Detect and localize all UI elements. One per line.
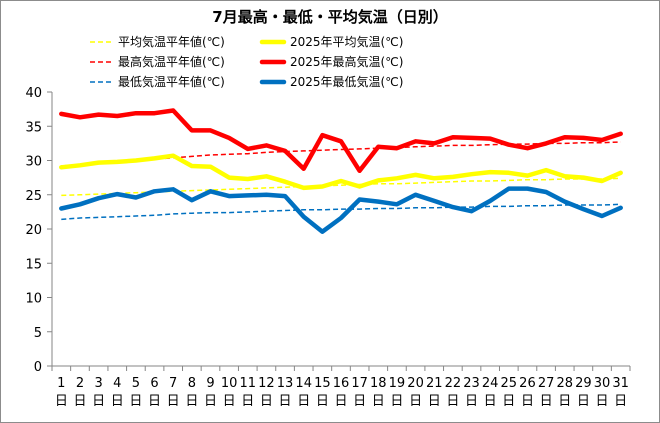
series-group xyxy=(59,108,623,234)
x-tick-unit: 日 xyxy=(55,394,68,409)
x-tick-label: 20 xyxy=(407,376,424,391)
x-tick-label: 9 xyxy=(206,376,214,391)
x-tick-label: 30 xyxy=(594,376,611,391)
legend-label-5: 最低気温平年値(℃) xyxy=(118,74,225,89)
x-tick-label: 1 xyxy=(57,376,65,391)
x-tick-unit: 日 xyxy=(353,394,366,409)
y-tick-label: 0 xyxy=(34,360,42,375)
x-tick-unit: 日 xyxy=(185,394,198,409)
y-tick-label: 15 xyxy=(25,257,42,272)
x-tick-label: 23 xyxy=(463,376,480,391)
legend-label-4: 2025年最高気温(℃) xyxy=(290,54,403,69)
x-tick-unit: 日 xyxy=(502,394,515,409)
y-tick-label: 10 xyxy=(25,292,42,307)
x-tick-unit: 日 xyxy=(279,394,292,409)
x-tick-unit: 日 xyxy=(540,394,553,409)
x-tick-label: 7 xyxy=(169,376,177,391)
x-tick-unit: 日 xyxy=(614,394,627,409)
x-tick-unit: 日 xyxy=(316,394,329,409)
x-tick-unit: 日 xyxy=(73,394,86,409)
legend-label-1: 平均気温平年値(℃) xyxy=(118,34,225,49)
series-line-6 xyxy=(59,186,623,234)
x-tick-label: 10 xyxy=(221,376,238,391)
x-tick-unit: 日 xyxy=(484,394,497,409)
x-tick-unit: 日 xyxy=(390,394,403,409)
x-tick-unit: 日 xyxy=(260,394,273,409)
y-tick-label: 20 xyxy=(25,223,42,238)
x-tick-unit: 日 xyxy=(204,394,217,409)
x-tick-label: 17 xyxy=(351,376,368,391)
x-tick-label: 26 xyxy=(519,376,536,391)
x-tick-unit: 日 xyxy=(558,394,571,409)
x-tick-label: 4 xyxy=(113,376,121,391)
x-tick-label: 11 xyxy=(240,376,257,391)
x-tick-label: 15 xyxy=(314,376,331,391)
x-tick-unit: 日 xyxy=(465,394,478,409)
y-tick-label: 40 xyxy=(25,86,42,101)
x-tick-label: 6 xyxy=(150,376,158,391)
series-line-2 xyxy=(59,153,623,191)
chart-title: 7月最高・最低・平均気温（日別） xyxy=(212,8,447,26)
x-tick-unit: 日 xyxy=(129,394,142,409)
x-tick-unit: 日 xyxy=(334,394,347,409)
x-tick-label: 3 xyxy=(94,376,102,391)
x-tick-unit: 日 xyxy=(111,394,124,409)
x-tick-unit: 日 xyxy=(428,394,441,409)
x-tick-label: 13 xyxy=(277,376,294,391)
axes: 05101520253035401日2日3日4日5日6日7日8日9日10日11日… xyxy=(25,86,631,409)
x-tick-unit: 日 xyxy=(521,394,534,409)
x-tick-label: 14 xyxy=(295,376,312,391)
x-tick-unit: 日 xyxy=(92,394,105,409)
x-tick-label: 21 xyxy=(426,376,443,391)
x-tick-unit: 日 xyxy=(297,394,310,409)
x-tick-unit: 日 xyxy=(148,394,161,409)
series-line-1 xyxy=(61,177,621,197)
x-tick-label: 16 xyxy=(333,376,350,391)
legend: 平均気温平年値(℃) 2025年平均気温(℃) 最高気温平年値(℃) 2025年最高気… xyxy=(90,34,403,89)
x-tick-label: 28 xyxy=(556,376,573,391)
x-tick-unit: 日 xyxy=(372,394,385,409)
legend-label-2: 2025年平均気温(℃) xyxy=(290,34,403,49)
x-tick-unit: 日 xyxy=(409,394,422,409)
x-tick-unit: 日 xyxy=(577,394,590,409)
x-tick-label: 25 xyxy=(501,376,518,391)
y-tick-label: 25 xyxy=(25,189,42,204)
x-tick-unit: 日 xyxy=(446,394,459,409)
x-tick-label: 27 xyxy=(538,376,555,391)
y-tick-label: 35 xyxy=(25,120,42,135)
series-line-5 xyxy=(61,203,621,221)
x-tick-label: 22 xyxy=(445,376,462,391)
x-tick-unit: 日 xyxy=(596,394,609,409)
x-tick-unit: 日 xyxy=(167,394,180,409)
y-tick-label: 5 xyxy=(34,326,42,341)
x-tick-label: 12 xyxy=(258,376,275,391)
x-tick-label: 5 xyxy=(132,376,140,391)
x-tick-unit: 日 xyxy=(241,394,254,409)
legend-label-6: 2025年最低気温(℃) xyxy=(290,74,403,89)
x-tick-unit: 日 xyxy=(223,394,236,409)
x-tick-label: 24 xyxy=(482,376,499,391)
x-tick-label: 19 xyxy=(389,376,406,391)
x-tick-label: 29 xyxy=(575,376,592,391)
x-tick-label: 31 xyxy=(612,376,629,391)
legend-label-3: 最高気温平年値(℃) xyxy=(118,54,225,69)
x-tick-label: 8 xyxy=(188,376,196,391)
y-tick-label: 30 xyxy=(25,155,42,170)
series-line-3 xyxy=(61,141,621,167)
series-line-4 xyxy=(59,108,623,174)
x-tick-label: 18 xyxy=(370,376,387,391)
x-tick-label: 2 xyxy=(76,376,84,391)
